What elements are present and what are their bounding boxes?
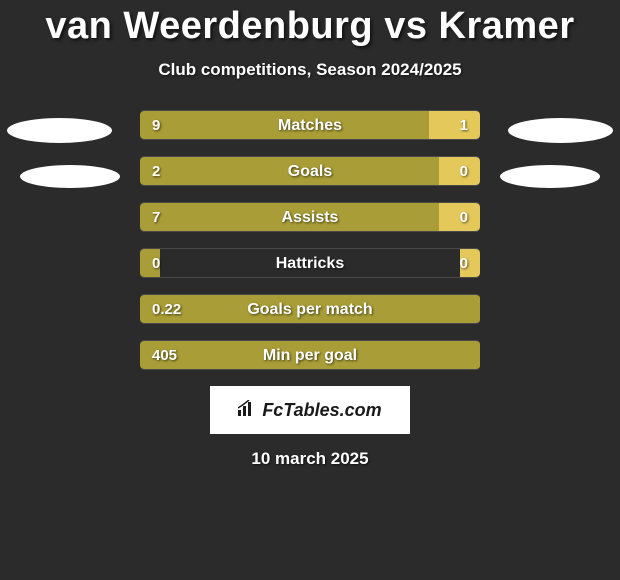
stat-row: 9Matches1 — [140, 110, 480, 140]
season-subtitle: Club competitions, Season 2024/2025 — [0, 60, 620, 80]
stat-label: Hattricks — [140, 249, 480, 278]
stat-label: Assists — [140, 203, 480, 232]
stat-row: 405Min per goal — [140, 340, 480, 370]
stat-row: 2Goals0 — [140, 156, 480, 186]
stat-value-right: 0 — [460, 157, 468, 186]
stat-label: Goals — [140, 157, 480, 186]
stat-value-right: 0 — [460, 249, 468, 278]
player-right-ellipse-2 — [500, 165, 600, 188]
brand-logo-text: FcTables.com — [238, 400, 381, 421]
stat-row: 0.22Goals per match — [140, 294, 480, 324]
brand-name: FcTables.com — [262, 400, 381, 420]
brand-chart-icon — [238, 400, 258, 421]
footer-date: 10 march 2025 — [0, 449, 620, 469]
stat-row: 0Hattricks0 — [140, 248, 480, 278]
player-right-ellipse-1 — [508, 118, 613, 143]
stat-value-right: 1 — [460, 111, 468, 140]
stat-bars-wrapper: 9Matches12Goals07Assists00Hattricks00.22… — [140, 110, 480, 370]
stat-label: Matches — [140, 111, 480, 140]
player-left-ellipse-2 — [20, 165, 120, 188]
brand-logo-box: FcTables.com — [210, 386, 410, 434]
stat-value-right: 0 — [460, 203, 468, 232]
stats-area: 9Matches12Goals07Assists00Hattricks00.22… — [0, 110, 620, 370]
player-left-ellipse-1 — [7, 118, 112, 143]
infographic-container: van Weerdenburg vs Kramer Club competiti… — [0, 0, 620, 469]
stat-row: 7Assists0 — [140, 202, 480, 232]
stat-label: Min per goal — [140, 341, 480, 370]
comparison-title: van Weerdenburg vs Kramer — [0, 5, 620, 48]
stat-label: Goals per match — [140, 295, 480, 324]
